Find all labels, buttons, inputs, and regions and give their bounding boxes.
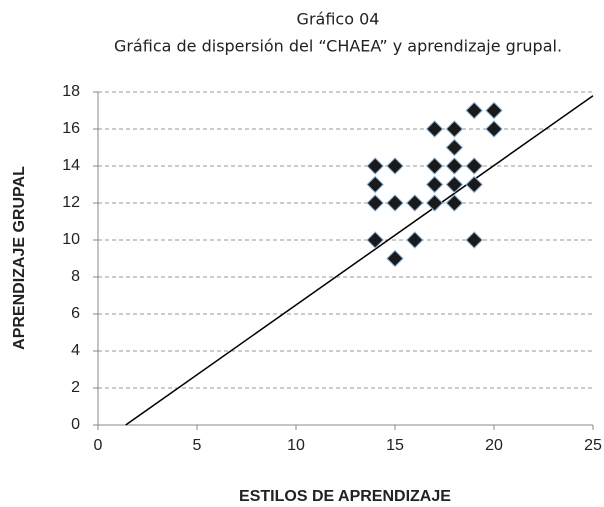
- data-point: [425, 157, 444, 175]
- chart-title: Gráfico 04: [297, 10, 380, 29]
- trend-line: [125, 95, 594, 426]
- y-tick-label: 2: [71, 379, 80, 396]
- y-tick-label: 0: [71, 416, 80, 433]
- data-point: [425, 194, 444, 212]
- data-point: [445, 175, 464, 194]
- y-tick-label: 18: [62, 83, 80, 100]
- x-tick-label: 15: [386, 437, 404, 454]
- y-tick-label: 10: [62, 231, 80, 248]
- data-point: [366, 157, 384, 175]
- data-point: [366, 231, 384, 249]
- data-point: [445, 138, 464, 157]
- data-point: [425, 175, 444, 194]
- data-point: [386, 194, 404, 212]
- data-point: [465, 231, 483, 249]
- data-point: [445, 194, 464, 212]
- y-tick-label: 4: [71, 342, 80, 359]
- data-point: [406, 194, 424, 212]
- x-axis-title: ESTILOS DE APRENDIZAJE: [239, 488, 451, 505]
- chart-subtitle: Gráfica de dispersión del “CHAEA” y apre…: [114, 37, 562, 56]
- x-tick-label: 20: [485, 437, 503, 454]
- x-tick-label: 25: [584, 437, 602, 454]
- y-tick-label: 6: [71, 305, 80, 322]
- x-tick-label: 5: [193, 437, 202, 454]
- y-tick-label: 16: [62, 120, 80, 137]
- y-tick-label: 12: [62, 194, 80, 211]
- data-point: [485, 120, 503, 138]
- data-point: [445, 157, 464, 175]
- data-point: [425, 120, 444, 138]
- y-axis-title: APRENDIZAJE GRUPAL: [11, 166, 28, 350]
- x-tick-label: 0: [94, 437, 103, 454]
- data-point: [366, 194, 384, 212]
- data-point: [445, 120, 464, 138]
- data-point: [465, 157, 483, 175]
- y-tick-label: 14: [62, 157, 80, 174]
- data-point: [386, 249, 404, 268]
- data-point: [485, 101, 503, 120]
- data-point: [366, 175, 384, 194]
- x-tick-label: 10: [287, 437, 305, 454]
- data-point: [386, 157, 404, 175]
- y-tick-label: 8: [71, 268, 80, 285]
- data-point: [465, 101, 483, 120]
- data-point: [465, 175, 483, 194]
- data-point: [406, 231, 424, 249]
